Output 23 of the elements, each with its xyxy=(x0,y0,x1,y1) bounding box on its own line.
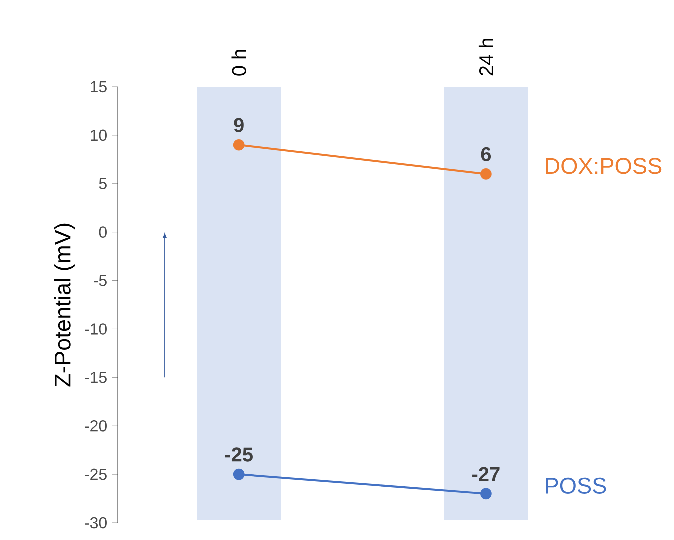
data-label: 6 xyxy=(481,147,492,162)
y-tick-label: -20 xyxy=(85,420,107,432)
y-tick-label: -15 xyxy=(85,372,107,384)
y-tick-label: -10 xyxy=(85,324,107,335)
text: DOX:POSS xyxy=(546,158,662,174)
point xyxy=(233,139,245,151)
text: POSS xyxy=(546,478,606,494)
data-label: -27 xyxy=(472,467,500,482)
y-tick-label: 5 xyxy=(99,178,107,190)
y-tick-label: -30 xyxy=(85,517,107,529)
y-axis-title: Z-Potential (mV) xyxy=(54,224,76,387)
y-tick-label: -25 xyxy=(85,468,107,480)
point xyxy=(233,468,245,480)
x-tick-label: 0 h xyxy=(232,50,246,76)
data-label: -25 xyxy=(225,448,253,462)
y-tick-label: 10 xyxy=(91,130,107,142)
point xyxy=(480,168,492,180)
x-tick-label: 24 h xyxy=(478,38,494,76)
y-tick-label: -5 xyxy=(94,275,107,286)
point xyxy=(480,488,492,500)
y-tick-label: 0 xyxy=(99,226,107,238)
data-label: 9 xyxy=(234,118,244,132)
y-tick-label: 15 xyxy=(91,81,107,93)
